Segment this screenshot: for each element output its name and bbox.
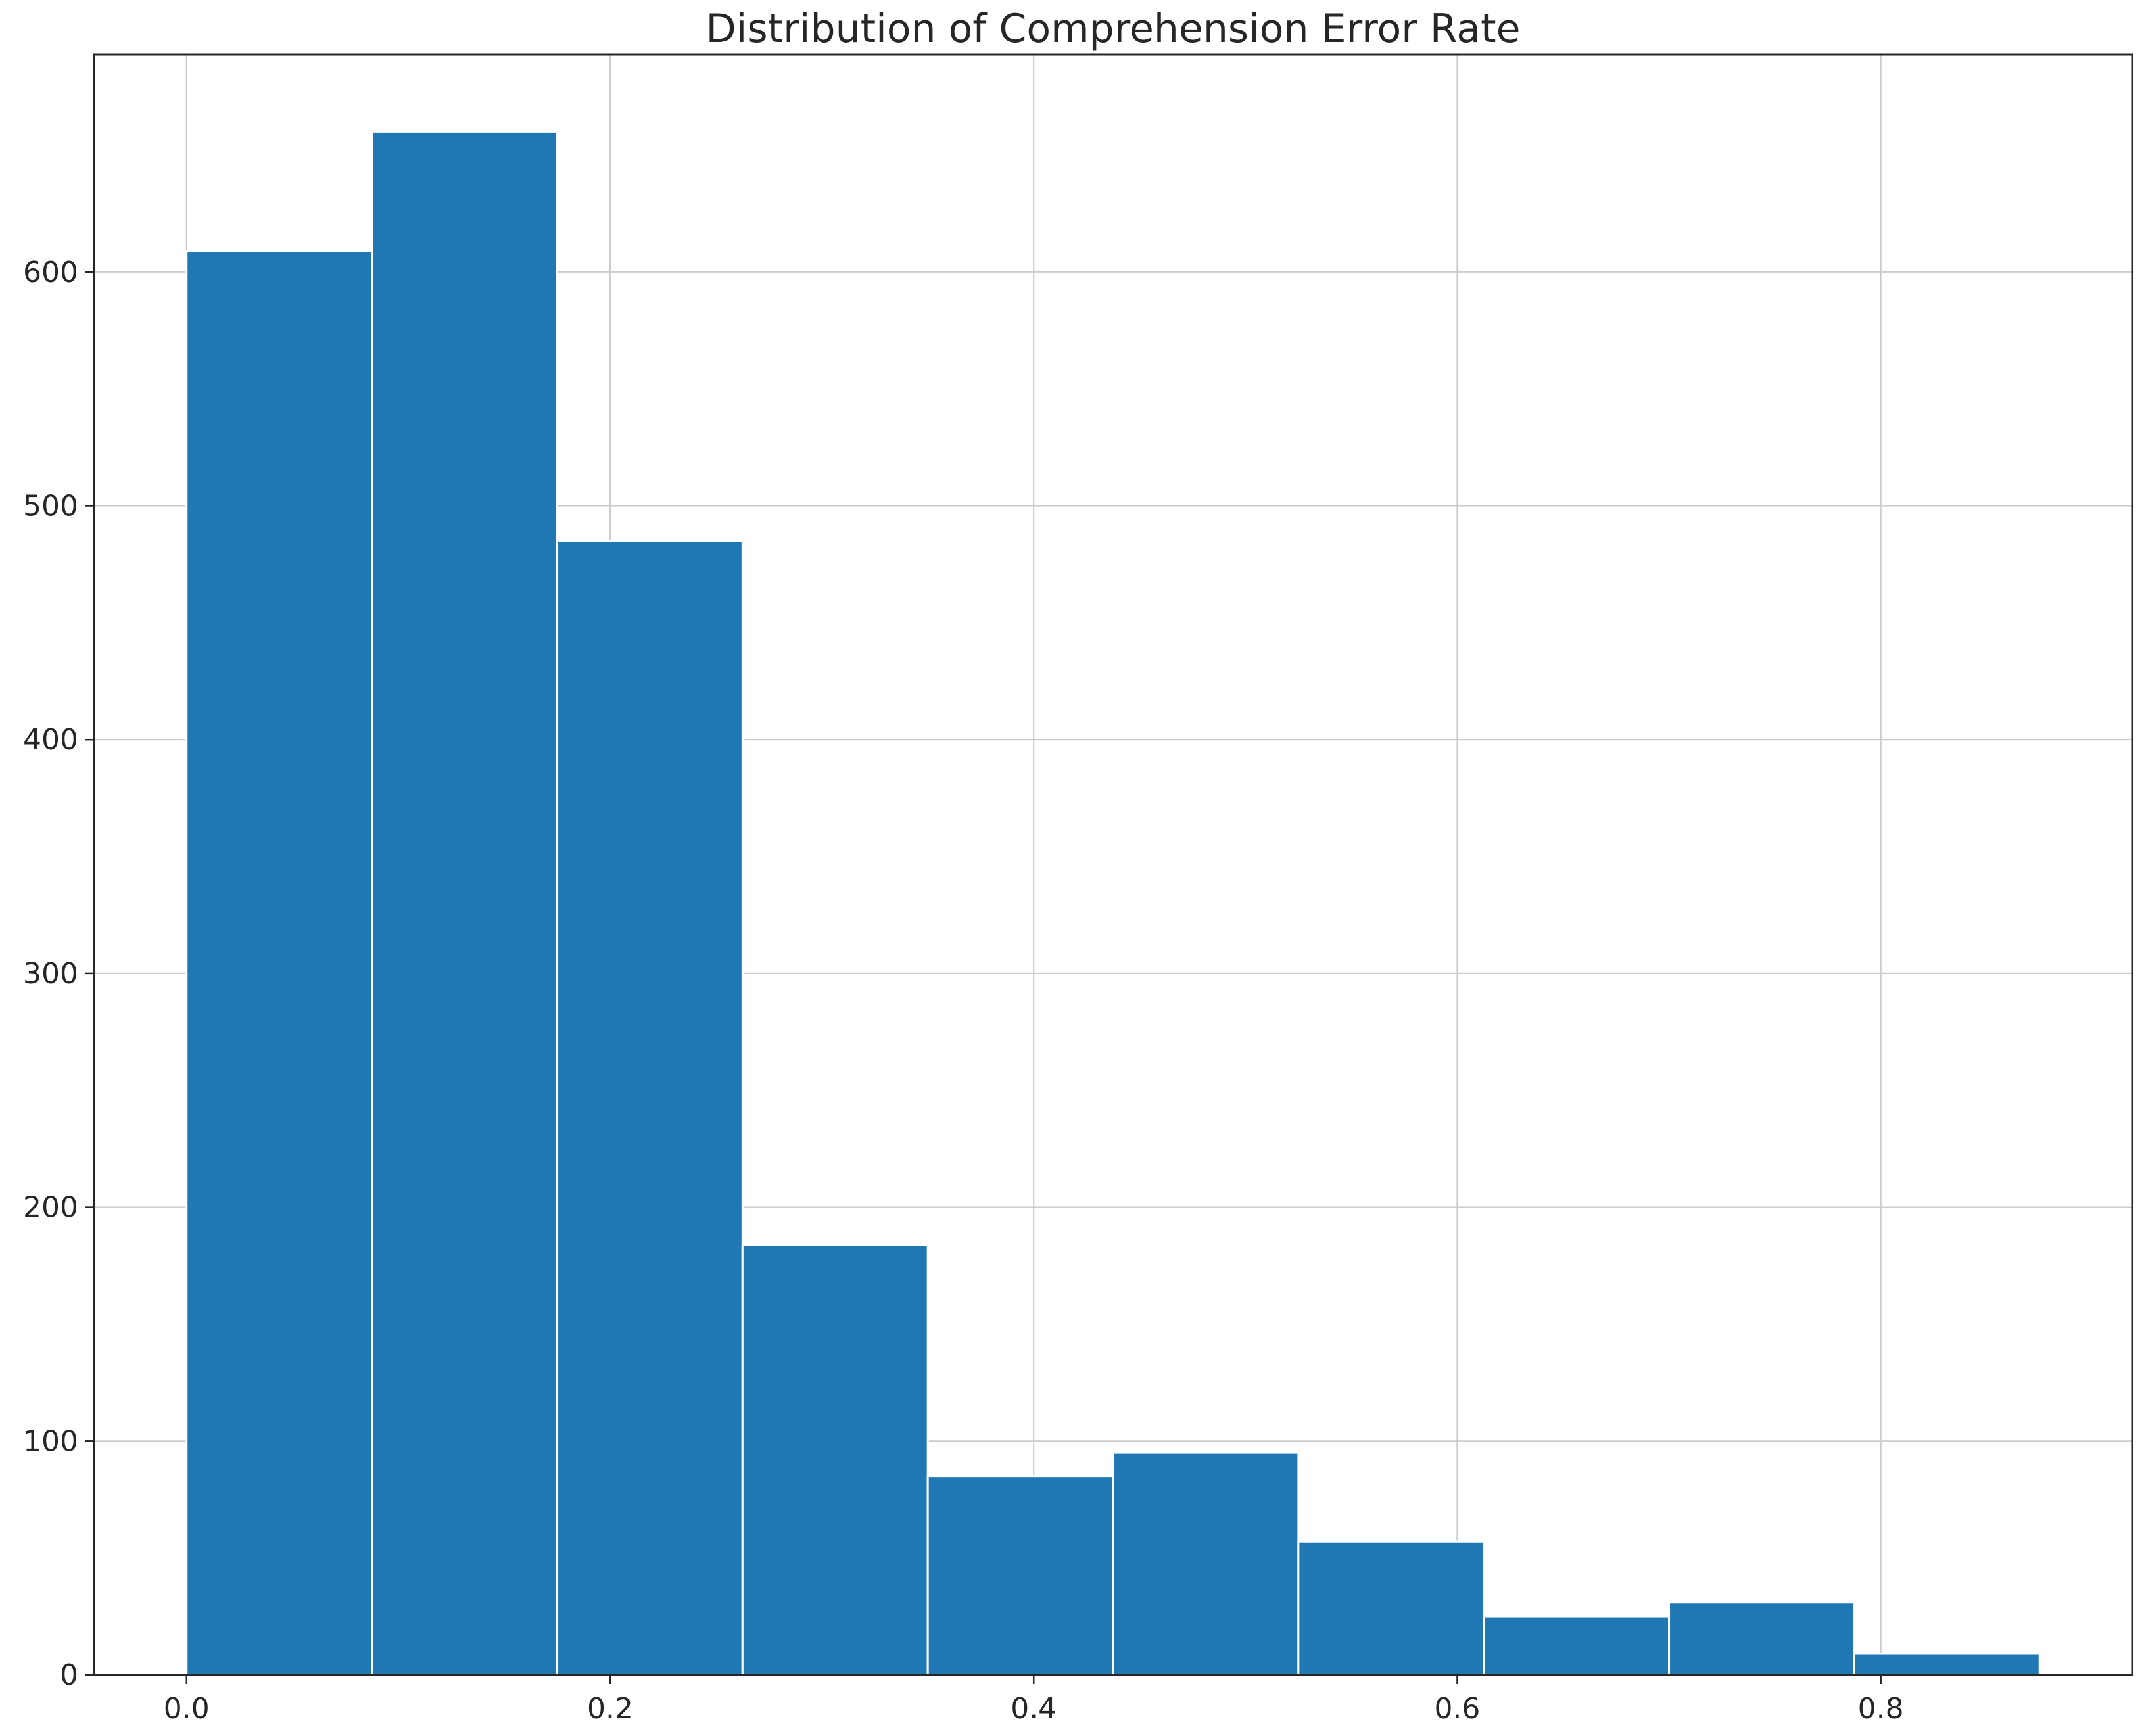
x-tick-label: 0.2 xyxy=(587,1692,633,1725)
plot-frame xyxy=(93,53,2133,1676)
x-tick-label: 0.6 xyxy=(1434,1692,1480,1725)
y-tick-label: 600 xyxy=(23,256,78,289)
histogram-bar xyxy=(556,540,744,1676)
histogram-bar xyxy=(185,250,373,1676)
histogram-bar xyxy=(1297,1540,1485,1676)
histogram-bar xyxy=(1112,1451,1300,1676)
x-tick-label: 0.0 xyxy=(164,1692,210,1725)
histogram-bar xyxy=(1853,1653,2041,1676)
y-tick-label: 400 xyxy=(23,723,78,757)
histogram-bar xyxy=(741,1244,929,1676)
y-tick-label: 100 xyxy=(23,1424,78,1458)
y-tick-label: 200 xyxy=(23,1191,78,1225)
bars-layer xyxy=(185,130,2041,1676)
histogram-bar xyxy=(1483,1615,1671,1676)
histogram-bar xyxy=(1668,1601,1855,1676)
y-tick-label: 500 xyxy=(23,490,78,523)
histogram-bar xyxy=(371,130,558,1676)
x-tick-label: 0.4 xyxy=(1011,1692,1057,1725)
x-tick-label: 0.8 xyxy=(1858,1692,1904,1725)
ticks-layer: 0.0 0.2 0.4 0.6 0.8 0 100 200 300 400 500 600 xyxy=(23,256,1904,1725)
histogram-bar xyxy=(926,1475,1114,1676)
y-tick-label: 0 xyxy=(60,1658,78,1692)
y-tick-label: 300 xyxy=(23,957,78,991)
chart-title: Distribution of Comprehension Error Rate xyxy=(705,6,1520,52)
